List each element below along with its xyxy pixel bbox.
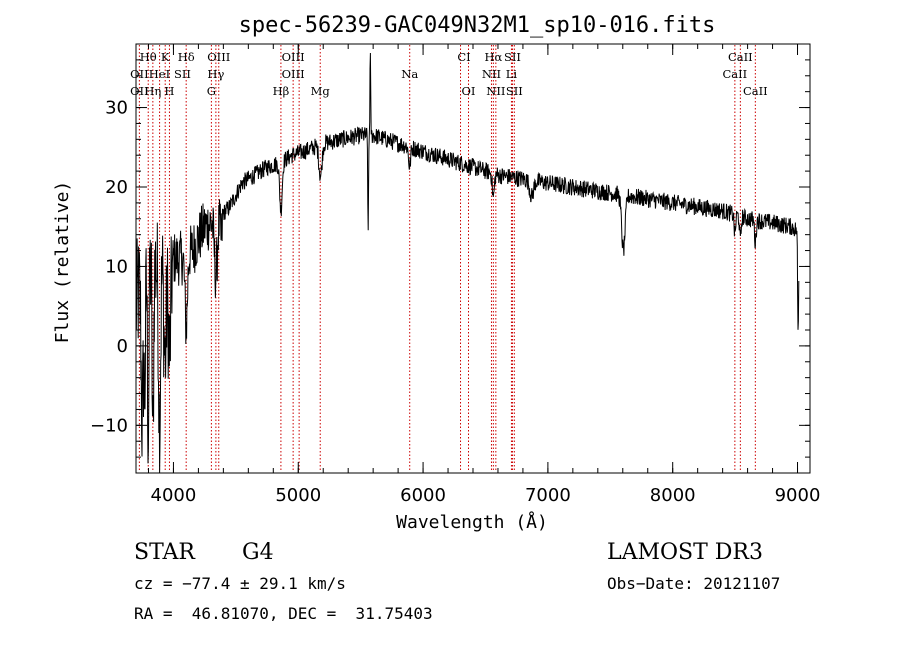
y-tick-label: 0 xyxy=(117,336,128,357)
y-tick-label: −10 xyxy=(90,415,128,436)
line-label: Hγ xyxy=(207,67,224,81)
line-label: CaII xyxy=(728,50,753,64)
line-label: Hα xyxy=(484,50,502,64)
line-label: Hδ xyxy=(178,50,195,64)
x-tick-label: 8000 xyxy=(650,485,696,506)
x-tick-label: 6000 xyxy=(400,485,446,506)
line-label: Hη xyxy=(144,84,161,98)
y-tick-label: 30 xyxy=(105,98,128,119)
line-label: SII xyxy=(506,84,523,98)
line-label: NII xyxy=(486,84,505,98)
coordinates: RA = 46.81070, DEC = 31.75403 xyxy=(134,604,433,623)
x-tick-label: 4000 xyxy=(151,485,197,506)
spectrum-series-line xyxy=(135,52,800,474)
x-axis-label: Wavelength (Å) xyxy=(396,511,548,533)
line-label: Na xyxy=(401,67,418,81)
y-tick-label: 20 xyxy=(105,177,128,198)
line-label: OIII xyxy=(207,50,230,64)
line-label: NII xyxy=(482,67,501,81)
y-axis-label: Flux (relative) xyxy=(52,181,73,344)
object-class: STAR xyxy=(134,540,195,565)
line-label: G xyxy=(207,84,216,98)
line-label: HeI xyxy=(149,67,170,81)
survey-name: LAMOST DR3 xyxy=(607,540,763,565)
line-label: OII xyxy=(130,84,149,98)
line-label: OIII xyxy=(282,67,305,81)
y-tick-label: 10 xyxy=(105,256,128,277)
line-label: H xyxy=(164,84,174,98)
line-label: SII xyxy=(504,50,521,64)
line-label: SII xyxy=(174,67,191,81)
emission-line-markers xyxy=(138,45,756,472)
line-label: CaII xyxy=(722,67,747,81)
observation-date: Obs−Date: 20121107 xyxy=(607,574,781,593)
chart-title: spec-56239-GAC049N32M1_sp10-016.fits xyxy=(239,13,716,38)
line-label: Hθ xyxy=(140,50,157,64)
line-label: CaII xyxy=(743,84,768,98)
x-tick-label: 9000 xyxy=(775,485,821,506)
x-tick-label: 5000 xyxy=(275,485,321,506)
line-label: Mg xyxy=(311,84,331,98)
plot-frame xyxy=(135,43,811,474)
line-label: Li xyxy=(506,67,518,81)
axis-ticks: 4000 5000 6000 7000 8000 9000 −10 0 10 20 30 xyxy=(90,43,821,506)
line-label: OIII xyxy=(282,50,305,64)
line-label: CI xyxy=(457,50,470,64)
line-label: K xyxy=(161,50,170,64)
line-label: OII xyxy=(130,67,149,81)
line-label: OI xyxy=(462,84,476,98)
x-tick-label: 7000 xyxy=(525,485,571,506)
line-label: Hβ xyxy=(273,84,290,98)
redshift-cz: cz = −77.4 ± 29.1 km/s xyxy=(134,574,346,593)
object-subclass: G4 xyxy=(242,540,274,565)
